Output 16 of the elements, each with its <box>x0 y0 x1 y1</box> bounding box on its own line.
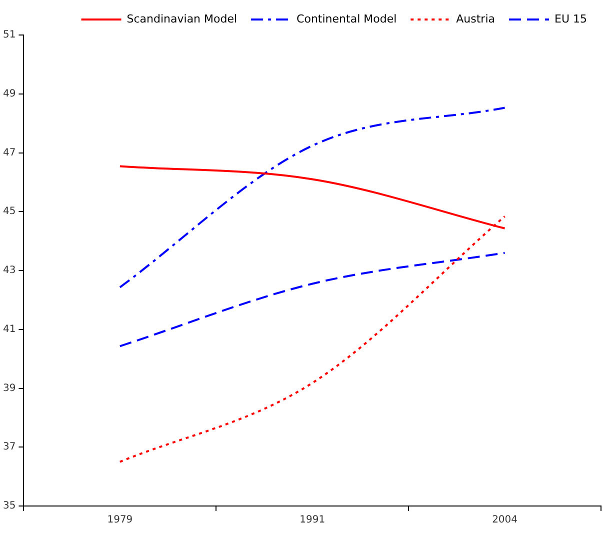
y-tick-label: 51 <box>2 30 16 41</box>
x-tick-label: 1979 <box>107 514 133 526</box>
y-tick-label: 39 <box>2 382 16 394</box>
y-tick-label: 49 <box>2 88 16 100</box>
legend-label: Austria <box>456 12 496 26</box>
y-tick-label: 43 <box>2 265 16 276</box>
y-tick-label: 47 <box>2 147 16 158</box>
y-tick-label: 45 <box>2 206 16 218</box>
y-tick-label: 41 <box>2 324 16 335</box>
y-tick-label: 37 <box>2 442 16 453</box>
legend-label: EU 15 <box>554 12 588 26</box>
legend-label: Scandinavian Model <box>126 12 238 26</box>
x-tick-label: 1991 <box>300 514 326 526</box>
legend-label: Continental Model <box>296 12 397 26</box>
x-tick-label: 2004 <box>492 514 518 526</box>
y-tick-label: 35 <box>2 500 16 512</box>
